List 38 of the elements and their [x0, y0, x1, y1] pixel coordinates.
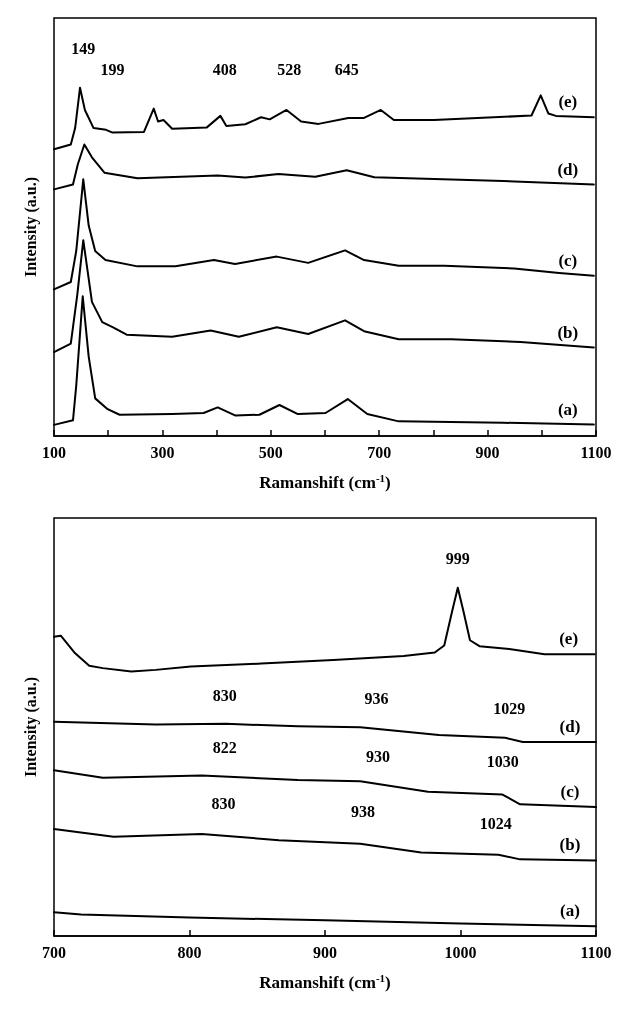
y-axis-title: Intensity (a.u.) — [21, 676, 40, 778]
annotation: 1024 — [479, 814, 512, 832]
annotation: 830 — [212, 687, 237, 705]
x-tick-label: 1100 — [580, 943, 612, 961]
text: 528 — [277, 60, 302, 78]
x-tick-label: 100 — [42, 443, 66, 461]
series-label: (c) — [560, 782, 580, 802]
annotation: 930 — [366, 747, 391, 765]
series-label: (b) — [557, 322, 579, 342]
x-tick-label: 500 — [258, 443, 283, 461]
text: 645 — [334, 60, 359, 78]
series-label: (e) — [558, 92, 578, 112]
x-tick-label: 800 — [177, 943, 202, 961]
annotation: 830 — [211, 794, 236, 812]
series-label: (c) — [558, 250, 578, 270]
x-tick-label: 1000 — [444, 943, 477, 961]
x-tick-label: 700 — [42, 943, 66, 961]
series-label: (e) — [559, 629, 579, 649]
x-tick-label: 900 — [475, 443, 500, 461]
x-tick-label: 300 — [150, 443, 175, 461]
series-label: (d) — [557, 159, 579, 179]
series-label: (b) — [559, 835, 581, 855]
series-label: (d) — [559, 716, 581, 736]
annotation: 936 — [364, 689, 389, 707]
x-tick-label: 700 — [367, 443, 392, 461]
text: 408 — [212, 60, 237, 78]
series-label: (a) — [557, 399, 578, 419]
y-axis-title: Intensity (a.u.) — [21, 176, 40, 278]
text: 199 — [100, 60, 125, 78]
annotation: 938 — [350, 802, 375, 820]
annotation: 822 — [212, 738, 237, 756]
x-tick-label: 1100 — [580, 443, 612, 461]
annotation: 1029 — [493, 700, 526, 718]
series-label: (a) — [560, 901, 580, 921]
x-tick-label: 900 — [313, 943, 337, 961]
annotation: 1030 — [486, 752, 519, 770]
text: 149 — [71, 39, 96, 57]
text: 999 — [445, 550, 470, 568]
